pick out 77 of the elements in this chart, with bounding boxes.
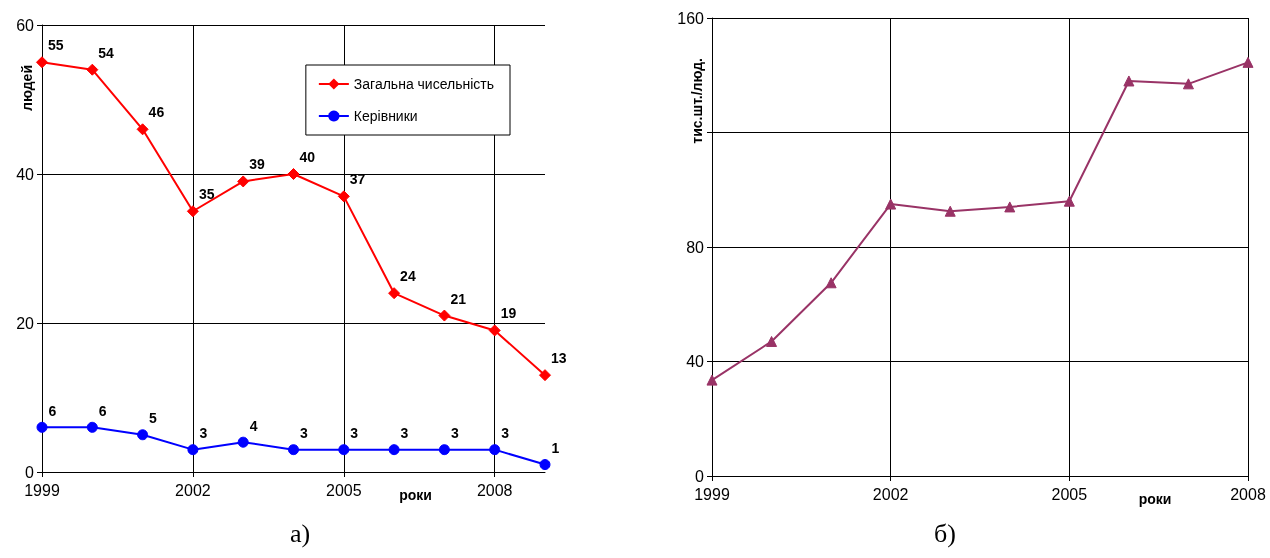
y-axis-title: людей — [19, 65, 35, 111]
y-axis-title: тис.шт./люд. — [689, 58, 705, 144]
point — [136, 123, 149, 136]
data-label: 3 — [350, 425, 359, 442]
point — [1004, 201, 1016, 213]
point — [36, 421, 48, 433]
data-label: 3 — [300, 425, 308, 442]
point — [489, 444, 501, 456]
x-tick-label: 2008 — [476, 481, 513, 499]
point — [1242, 56, 1254, 68]
data-label: 54 — [98, 44, 115, 61]
point — [706, 374, 718, 386]
data-label: 5 — [149, 410, 158, 427]
point — [237, 175, 250, 188]
point — [1182, 78, 1194, 90]
point — [338, 444, 350, 456]
data-label: 55 — [48, 37, 64, 54]
point — [86, 421, 98, 433]
y-tick-label: 80 — [686, 238, 705, 256]
data-label: 21 — [450, 290, 467, 307]
y-tick-label: 40 — [686, 353, 705, 370]
point — [288, 444, 299, 456]
x-tick-label: 1999 — [24, 481, 60, 499]
y-tick-label: 60 — [16, 16, 35, 34]
data-label: 46 — [148, 104, 165, 121]
x-tick-label: 1999 — [694, 485, 730, 503]
point — [187, 444, 199, 456]
point — [885, 198, 897, 210]
x-axis-title: роки — [399, 487, 432, 503]
data-label: 3 — [400, 425, 409, 442]
data-label: 13 — [551, 350, 567, 367]
data-label: 6 — [48, 402, 57, 419]
y-tick-label: 20 — [16, 314, 35, 332]
point — [1063, 195, 1075, 207]
point — [766, 335, 778, 347]
data-label: 3 — [501, 425, 510, 442]
data-label: 4 — [249, 417, 258, 434]
x-tick-label: 2005 — [1051, 485, 1088, 503]
point — [438, 309, 451, 322]
point — [388, 287, 401, 300]
y-tick-label: 0 — [25, 463, 35, 481]
point — [539, 369, 551, 382]
data-label: 19 — [500, 305, 517, 322]
point — [488, 324, 501, 337]
y-tick-label: 160 — [677, 9, 705, 27]
data-label: 3 — [199, 425, 208, 442]
data-label: 24 — [400, 268, 416, 285]
point — [337, 190, 350, 203]
data-label: 35 — [198, 186, 215, 203]
y-tick-label: 0 — [695, 467, 705, 485]
legend-label: Керівники — [353, 108, 418, 124]
x-tick-label: 2002 — [872, 485, 909, 503]
y-tick-label: 40 — [16, 165, 35, 183]
point — [86, 63, 99, 76]
x-tick-label: 2002 — [175, 481, 211, 499]
data-label: 6 — [98, 402, 107, 419]
point — [237, 436, 249, 448]
x-tick-label: 2005 — [326, 481, 362, 499]
x-tick-label: 2008 — [1230, 485, 1266, 503]
data-label: 39 — [249, 156, 265, 173]
data-label: 3 — [450, 425, 459, 442]
point — [1123, 75, 1135, 87]
legend-label: Загальна чисельність — [353, 76, 495, 92]
point — [944, 205, 956, 217]
point — [137, 429, 149, 441]
point — [388, 444, 400, 456]
text: б) — [934, 518, 956, 548]
point — [36, 56, 48, 69]
data-label: 40 — [299, 149, 316, 165]
point — [287, 168, 300, 180]
text: а) — [289, 518, 311, 548]
x-axis-title: роки — [1138, 491, 1172, 507]
point — [438, 444, 450, 456]
point — [186, 205, 199, 218]
point — [539, 459, 551, 471]
point — [825, 277, 837, 289]
data-label: 1 — [551, 440, 560, 457]
